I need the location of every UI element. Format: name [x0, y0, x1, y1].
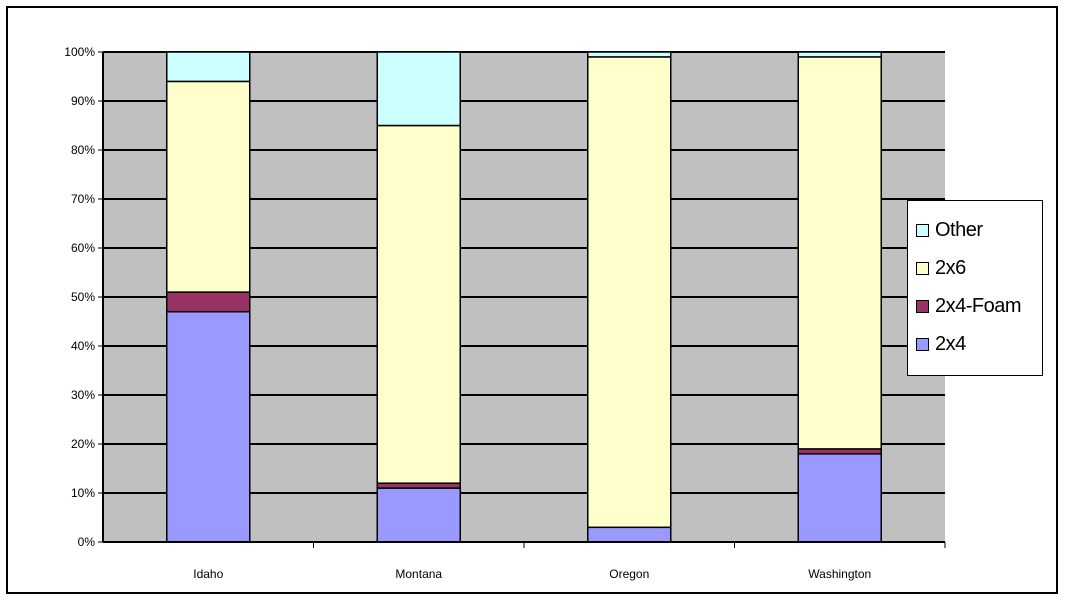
legend-label: 2x4-Foam	[935, 294, 1022, 317]
bar-segment-other	[376, 51, 461, 127]
bars	[166, 51, 882, 543]
bar-segment-2x4	[376, 487, 461, 543]
bar-segment-2x6	[166, 80, 251, 293]
legend-label: 2x6	[935, 256, 966, 279]
x-tick-label: Montana	[395, 567, 442, 581]
y-tick-label: 60%	[71, 241, 95, 255]
bar-segment-2x4	[797, 453, 882, 543]
y-tick-label: 50%	[71, 290, 95, 304]
y-axis-ticks: 0% 10% 20% 30% 40% 50% 60% 70% 80% 90% 100%	[64, 45, 103, 549]
legend: Other 2x6 2x4-Foam 2x4	[907, 200, 1043, 376]
y-tick-label: 70%	[71, 192, 95, 206]
y-tick-label: 80%	[71, 143, 95, 157]
bar-segment-2x6	[797, 56, 882, 450]
y-tick-label: 20%	[71, 437, 95, 451]
bar-segment-2x4	[166, 310, 251, 543]
bar-segment-other	[587, 51, 672, 58]
x-tick-label: Washington	[808, 567, 871, 581]
legend-swatch	[916, 223, 929, 237]
x-tick-label: Idaho	[193, 567, 223, 581]
legend-label: Other	[935, 218, 983, 241]
bar-segment-other	[166, 51, 251, 83]
x-tick-label: Oregon	[609, 567, 649, 581]
legend-swatch	[916, 261, 929, 275]
legend-item: Other	[916, 211, 1042, 249]
bar-segment-2x6	[376, 124, 461, 484]
y-tick-label: 10%	[71, 486, 95, 500]
y-tick-label: 0%	[78, 535, 96, 549]
bar-segment-2x4	[587, 526, 672, 543]
bar-segment-2x6	[587, 56, 672, 529]
legend-item: 2x6	[916, 249, 1042, 287]
y-tick-label: 30%	[71, 388, 95, 402]
legend-label: 2x4	[935, 332, 966, 355]
y-tick-label: 40%	[71, 339, 95, 353]
bar-segment-other	[797, 51, 882, 58]
legend-swatch	[916, 299, 929, 313]
y-tick-label: 90%	[71, 94, 95, 108]
bar-segment-2x4-foam	[166, 291, 251, 313]
legend-item: 2x4-Foam	[916, 287, 1042, 325]
x-axis-labels: Idaho Montana Oregon Washington	[193, 542, 946, 581]
legend-swatch	[916, 337, 929, 351]
legend-item: 2x4	[916, 325, 1042, 363]
y-tick-label: 100%	[64, 45, 95, 59]
